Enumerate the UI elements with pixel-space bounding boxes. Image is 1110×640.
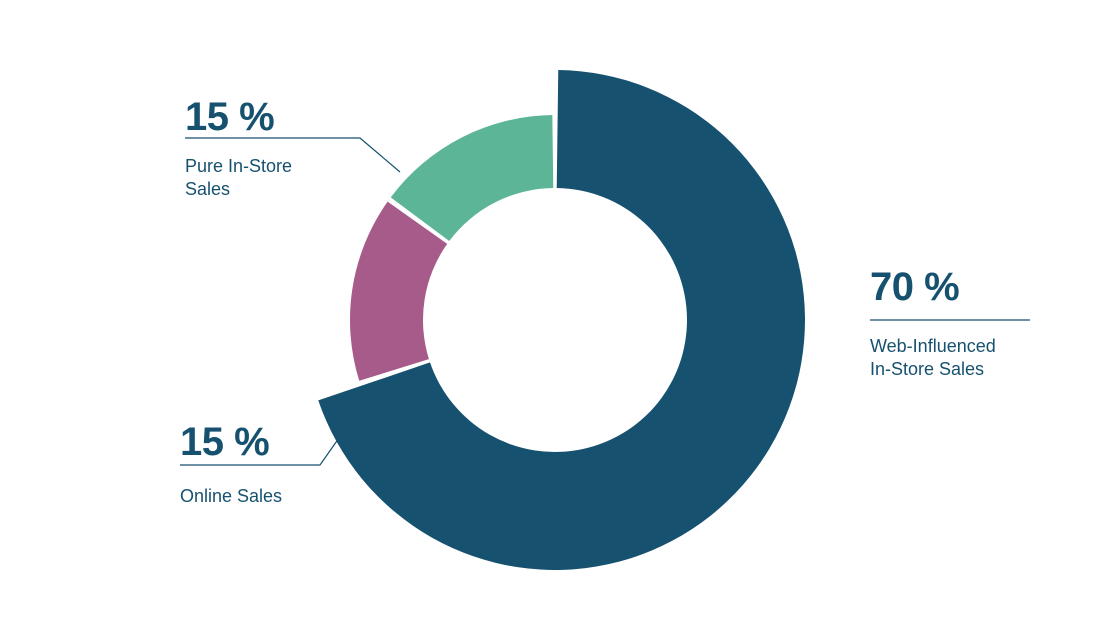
text-online: Online Sales bbox=[180, 485, 282, 508]
donut-svg bbox=[0, 0, 1110, 640]
donut-chart: 70 % Web-Influenced In-Store Sales 15 % … bbox=[0, 0, 1110, 640]
pct-pure-in-store: 15 % bbox=[185, 95, 274, 140]
text-web-influenced: Web-Influenced In-Store Sales bbox=[870, 335, 996, 382]
text-pure-in-store: Pure In-Store Sales bbox=[185, 155, 292, 202]
pct-web-influenced: 70 % bbox=[870, 265, 959, 310]
pct-online: 15 % bbox=[180, 420, 269, 465]
